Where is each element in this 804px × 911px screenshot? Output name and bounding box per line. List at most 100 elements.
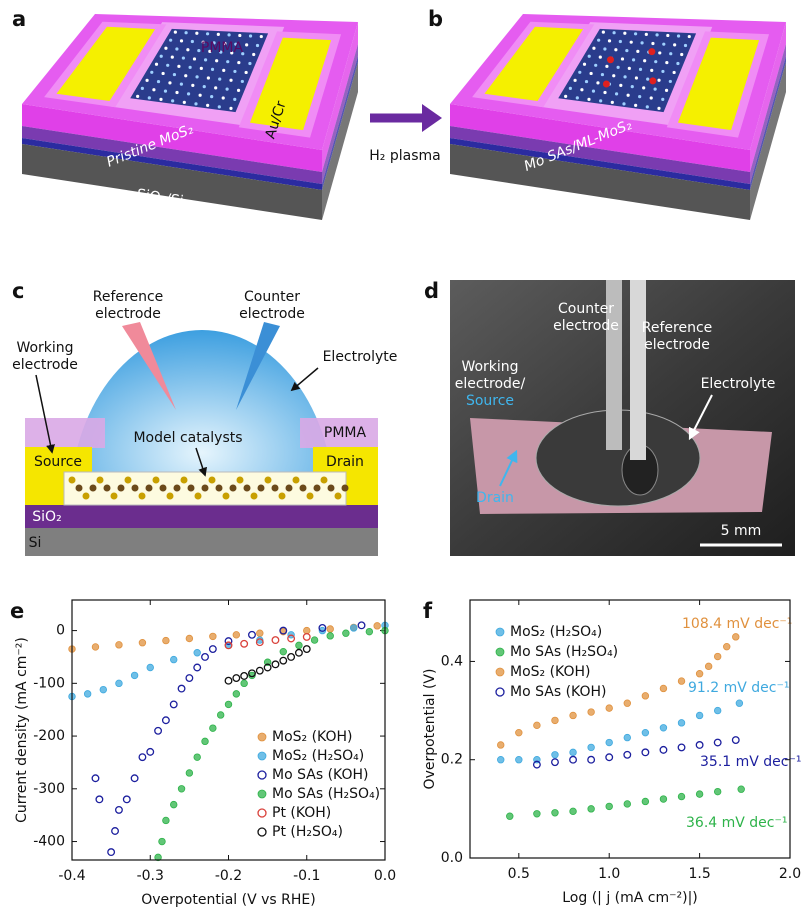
y-tick-label: -300 [33,781,65,797]
lattice-atom [591,89,596,93]
layer-front [450,126,750,184]
data-point [114,805,123,814]
lattice-atom [241,52,245,56]
data-point [350,624,358,632]
data-point [185,634,194,643]
lattice-atom [592,46,596,50]
lattice-atom [163,89,168,93]
layer-front [450,144,750,220]
data-point [263,663,272,672]
legend-label: MoS₂ (KOH) [272,729,352,745]
lattice-atom [575,96,579,100]
data-point [695,711,704,720]
data-point [83,690,92,698]
lattice-atom [168,81,172,85]
lattice-atom [230,51,234,55]
lattice-atom [166,63,170,67]
lattice-atom [194,492,202,500]
layer-front [22,144,322,220]
lattice-atom [203,58,208,62]
data-point [115,641,123,649]
working-label: electrode/ [455,376,526,392]
lattice-atom [237,60,241,65]
data-point [115,679,123,688]
lattice-atom [584,79,589,84]
data-point [695,790,704,798]
data-point [326,632,334,640]
data-point [271,636,280,645]
data-point [122,795,131,804]
layer-side [750,62,786,220]
counter-electrode-tip [236,322,280,410]
legend-label: MoS₂ (H₂SO₄) [272,748,364,764]
data-point [111,827,119,835]
lattice-atom [161,71,165,76]
data-point [287,634,296,643]
panel-label: e [10,599,24,623]
lattice-atom [673,43,677,47]
legend-marker [257,770,267,780]
data-point [587,708,595,716]
panel-label: b [428,7,443,31]
legend-marker [257,808,267,818]
data-point [373,622,381,630]
lattice-atom [198,93,202,97]
si-layer [25,528,378,556]
x-tick-label: 0.0 [374,868,396,884]
lattice-atom [653,87,657,91]
y-tick-label: -100 [33,675,65,691]
data-point [177,785,186,793]
layer-front [22,126,322,184]
lattice-atom [152,88,156,92]
lattice-atom [255,43,260,48]
x-tick-label: 1.0 [598,866,620,882]
legend-label: Pt (KOH) [272,805,331,821]
data-point [201,653,209,661]
lattice-atom [631,58,636,62]
data-point [659,684,668,693]
lattice-atom [334,492,342,500]
data-point [130,671,139,680]
lattice-atom [600,72,605,77]
pmma-label: PMMA [201,40,244,56]
lattice-atom [159,97,163,101]
lattice-atom [661,69,665,74]
data-point [587,755,596,764]
reference-label: electrode [95,306,161,322]
data-point [248,630,256,639]
working-label: Working [16,340,73,356]
lattice-atom [222,492,230,500]
y-tick-label: -400 [33,834,65,850]
data-point [302,632,311,641]
lattice-atom [651,41,655,46]
data-point [641,692,650,700]
lattice-atom [233,97,237,101]
data-point [154,853,162,862]
lattice-atom [103,484,111,492]
lattice-atom [662,42,666,46]
slope-annotation: 108.4 mV dec⁻¹ [682,616,792,632]
data-point [193,753,201,761]
data-point [232,631,241,639]
electrolyte-dome [70,330,334,505]
lattice-atom [654,60,658,64]
counter-label: Counter [244,289,300,305]
lattice-atom [245,43,249,47]
lattice-atom [669,52,673,56]
lattice-atom [195,31,199,35]
pmma-layer [25,418,105,448]
data-point [695,741,704,749]
legend-label: Mo SAs (KOH) [510,684,606,700]
layer-front [22,104,322,172]
counter-label: electrode [553,318,619,334]
data-point [695,670,704,678]
data-point [138,753,147,762]
lattice-atom [145,78,149,82]
layer-front [22,138,322,190]
lattice-atom [614,92,619,96]
lattice-atom [327,484,335,492]
y-tick-label: 0.0 [441,850,463,866]
x-tick-label: -0.3 [137,868,164,884]
lattice-atom [197,48,201,53]
y-tick-label: 0.2 [441,752,463,768]
